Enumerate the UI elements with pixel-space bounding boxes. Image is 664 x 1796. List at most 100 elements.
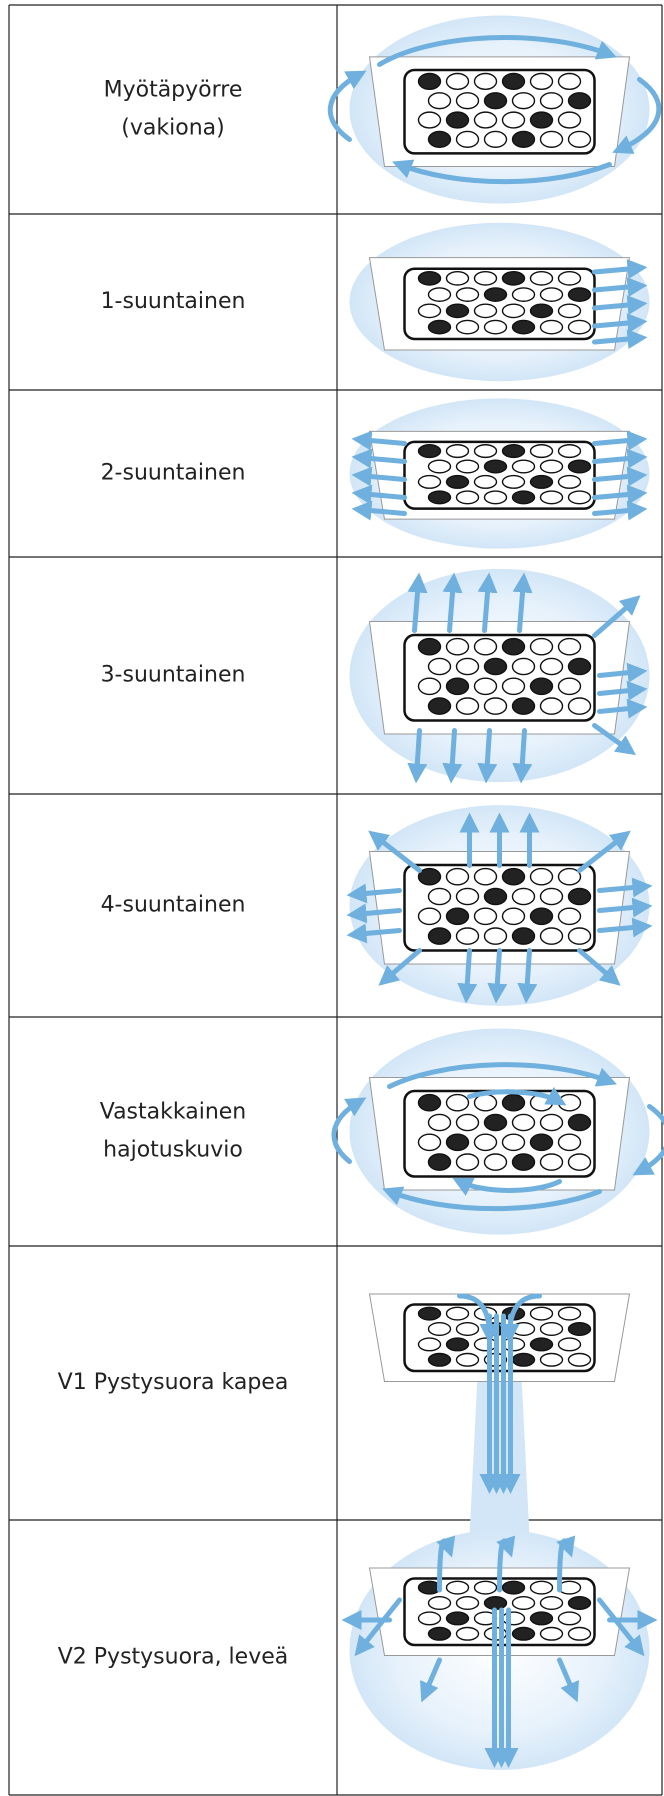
airflow-arrow	[457, 1293, 500, 1344]
nozzle	[417, 474, 442, 489]
nozzle	[567, 657, 592, 676]
airflow-arrow	[592, 313, 648, 334]
nozzle	[539, 697, 564, 715]
nozzle	[445, 867, 470, 886]
nozzle	[427, 657, 452, 676]
airflow-arrow	[477, 728, 498, 784]
airflow-arrow	[496, 1535, 516, 1593]
nozzle	[483, 130, 508, 148]
nozzle	[427, 1321, 452, 1337]
airflow-arrow	[592, 329, 648, 350]
nozzle	[501, 444, 526, 459]
nozzle	[529, 270, 554, 286]
nozzle	[539, 657, 564, 676]
airflow-arrow	[457, 948, 478, 1004]
nozzle	[557, 270, 582, 286]
nozzle	[501, 270, 526, 286]
nozzle	[567, 1113, 592, 1132]
nozzle	[557, 867, 582, 886]
airflow-arrow	[557, 1657, 579, 1703]
nozzle	[427, 697, 452, 715]
airflow-arrow	[517, 948, 538, 1004]
airflow-arrow	[592, 277, 648, 298]
nozzle	[529, 303, 554, 319]
airflow-arrow	[346, 883, 402, 904]
nozzle	[539, 490, 564, 505]
nozzle	[473, 1133, 498, 1152]
airflow-arrow	[592, 595, 641, 638]
nozzle	[529, 444, 554, 459]
airflow-arrow	[592, 500, 648, 521]
nozzle	[445, 72, 470, 91]
nozzle	[445, 1580, 470, 1595]
nozzle	[539, 1626, 564, 1641]
nozzle	[483, 887, 508, 906]
nozzle	[427, 1595, 452, 1611]
airflow-arrow	[351, 484, 407, 505]
nozzle	[473, 111, 498, 129]
nozzle	[567, 459, 592, 474]
nozzle	[539, 1595, 564, 1611]
nozzle	[501, 867, 526, 886]
nozzle	[427, 927, 452, 945]
nozzle	[557, 1337, 582, 1352]
nozzle	[417, 867, 442, 886]
nozzle	[511, 1321, 536, 1337]
nozzle	[557, 637, 582, 656]
nozzle	[539, 887, 564, 906]
nozzle	[501, 474, 526, 489]
nozzle	[455, 287, 480, 302]
nozzle	[539, 927, 564, 945]
airflow-arrow	[597, 1597, 645, 1657]
diffuser-illustration	[349, 568, 650, 784]
airflow-arrow	[392, 159, 612, 185]
row-label: hajotuskuvio	[103, 1138, 243, 1163]
nozzle	[427, 319, 452, 335]
airflow-arrow	[351, 466, 407, 487]
row-label: 3-suuntainen	[101, 663, 246, 688]
nozzle	[501, 303, 526, 319]
nozzle	[417, 270, 442, 286]
nozzle	[539, 130, 564, 148]
nozzle	[557, 1133, 582, 1152]
nozzle	[511, 319, 536, 335]
nozzle	[539, 92, 564, 110]
nozzle	[557, 444, 582, 459]
nozzle	[427, 459, 452, 474]
nozzle	[473, 1580, 498, 1595]
nozzle	[455, 657, 480, 676]
airflow-arrow	[351, 500, 407, 521]
diffuser-illustration	[331, 1028, 664, 1235]
airflow-arrow	[452, 1177, 562, 1196]
nozzle	[567, 319, 592, 335]
nozzle	[567, 1321, 592, 1337]
airflow-arrow	[436, 1535, 456, 1593]
nozzle	[567, 130, 592, 148]
airflow-arrow	[597, 917, 653, 938]
airflow-arrow	[487, 948, 508, 1004]
row-label: Myötäpyörre	[104, 78, 243, 103]
nozzle	[427, 1352, 452, 1367]
nozzle	[567, 1626, 592, 1641]
nozzle	[567, 490, 592, 505]
airflow-arrow	[556, 1535, 576, 1593]
airflow-arrow	[597, 680, 648, 701]
nozzle	[445, 444, 470, 459]
nozzle	[445, 677, 470, 696]
nozzle	[473, 677, 498, 696]
nozzle	[557, 1093, 582, 1112]
diffuser-illustration	[349, 398, 650, 549]
nozzle	[539, 1153, 564, 1171]
nozzle	[473, 474, 498, 489]
nozzle	[511, 657, 536, 676]
nozzle	[483, 657, 508, 676]
nozzle	[427, 1626, 452, 1641]
nozzle	[473, 303, 498, 319]
nozzle	[483, 319, 508, 335]
nozzle	[427, 92, 452, 110]
nozzle	[511, 927, 536, 945]
nozzle	[473, 72, 498, 91]
nozzle	[417, 72, 442, 91]
airflow-arrow	[592, 259, 648, 280]
